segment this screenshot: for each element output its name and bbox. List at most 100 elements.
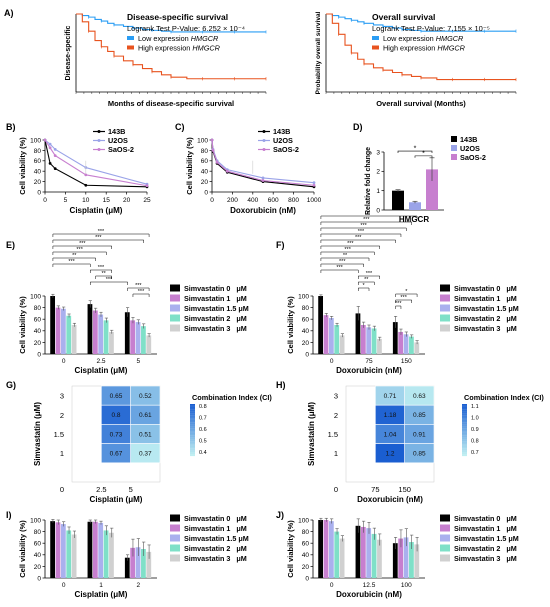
cell-value: 0.71 [384,393,397,400]
x-tick-label: 0 [210,197,214,204]
legend-gradient [462,448,467,450]
legend-gradient [190,439,195,441]
y-tick-label: 100 [30,137,41,144]
cell-value: 0.51 [139,431,152,438]
legend-label: Simvastatin 0 μM [184,514,247,523]
y-tick-label: 40 [34,328,42,335]
legend-swatch [170,524,180,532]
significance-bracket [320,257,370,261]
x-tick-label: 100 [401,582,412,589]
y-tick-label: 40 [34,552,42,559]
legend-title: Combination Index (CI) [192,393,272,402]
panel-label-d: D) [353,122,363,132]
legend-gradient [190,443,195,445]
legend-swatch [170,554,180,562]
legend-gradient [190,437,195,440]
legend-gradient [462,426,467,428]
legend-gradient [462,413,467,415]
legend-gradient [462,404,467,406]
legend-label: Simvastatin 1.5 μM [454,304,519,313]
data-point [48,142,52,146]
y-tick-label: 100 [298,517,309,524]
significance-mark: *** [363,217,370,223]
x-tick-label: 2.5 [96,358,105,365]
legend-label: 143B [108,127,125,136]
cell-value: 0.91 [413,431,426,438]
cell-value: 0.52 [139,393,152,400]
x-tick-label: 600 [268,197,279,204]
cell-value: 0.85 [413,451,426,458]
legend-gradient [462,454,467,457]
data-point [145,184,149,188]
legend-gradient [190,449,195,451]
legend-label: 143B [273,127,290,136]
bar [334,531,340,578]
legend-label: Simvastatin 3 μM [184,324,247,333]
significance-bracket [320,227,407,231]
bar [323,520,329,578]
bar [66,315,72,354]
y-tick-label: 40 [201,169,209,176]
y-tick-label: 40 [302,552,310,559]
data-point [312,183,316,187]
y-axis-label: Disease-specific [65,25,72,80]
legend-gradient [190,445,195,447]
legend-label: 143B [460,135,477,144]
y-tick-label: 80 [34,305,42,312]
bar [366,327,372,354]
significance-bracket [52,239,144,243]
chart-title: Disease-specific survival [127,12,228,22]
y-tick-label: 100 [298,293,309,300]
significance-bracket [89,269,113,273]
x-tick-label: 1 [99,582,103,589]
data-point [84,173,88,177]
cell-value: 0.8 [111,412,120,419]
legend-tick-label: 0.5 [199,439,207,445]
significance-mark: ** [72,253,77,259]
legend-label: Simvastatin 0 μM [454,514,517,523]
legend-swatch [440,284,450,292]
significance-mark: *** [135,283,142,289]
x-tick-label: 12.5 [363,582,376,589]
bar [103,320,109,354]
bar [146,335,152,354]
legend-gradient [462,407,467,410]
legend-label: Simvastatin 2 μM [454,544,517,553]
y-axis-label: Relative fold change [365,147,372,215]
legend-swatch [440,294,450,302]
y-axis-label: Cell viability (%) [286,520,295,578]
data-point [43,138,47,142]
legend-swatch [440,554,450,562]
survival-chart-A1: Disease-specific Months of disease-specif… [65,12,267,108]
significance-bracket [52,233,150,237]
bar [360,526,366,578]
significance-bracket [357,287,370,291]
legend-gradient [190,440,195,442]
bar [109,532,114,578]
legend-label: Simvastatin 0 μM [184,284,247,293]
y-tick-label: 60 [302,541,310,548]
bar [60,524,66,578]
cell-value: 0.37 [139,451,152,458]
y-tick-label: 0 [376,207,380,214]
legend-gradient [462,431,467,433]
significance-mark: *** [98,229,105,235]
bar [50,521,56,578]
legend-swatch [372,36,379,40]
y-tick-label: 0 [305,351,309,358]
legend-tick-label: 0.4 [199,450,207,456]
legend-gradient [190,431,195,433]
legend-gradient [462,432,467,434]
significance-mark: *** [347,241,354,247]
bar [403,334,409,354]
chart-subtitle: Logrank Test P-Value: 6.252 × 10⁻⁴ [127,24,245,33]
bar [135,322,141,354]
x-tick-label: 1000 [307,197,322,204]
y-axis-label: Simvastatin (μM) [33,402,42,466]
legend-swatch [372,45,379,50]
significance-mark: *** [400,295,407,301]
x-tick-label: 75 [365,358,373,365]
legend-label: Simvastatin 1 μM [184,524,247,533]
